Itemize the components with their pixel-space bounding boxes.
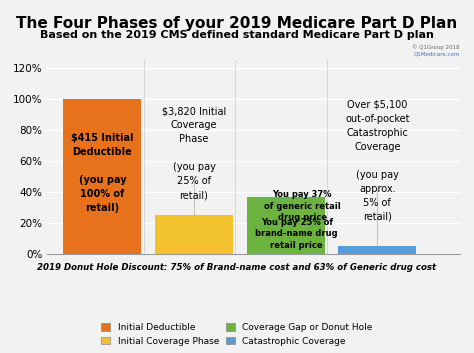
Text: $415 Initial
Deductible

(you pay
100% of
retail): $415 Initial Deductible (you pay 100% of… [71, 133, 134, 214]
Text: Q1Medicare.com: Q1Medicare.com [413, 51, 460, 56]
Text: The Four Phases of your 2019 Medicare Part D Plan: The Four Phases of your 2019 Medicare Pa… [17, 16, 457, 31]
Text: Based on the 2019 CMS defined standard Medicare Part D plan: Based on the 2019 CMS defined standard M… [40, 30, 434, 40]
Bar [246, 197, 325, 254]
Bar [338, 246, 416, 254]
Bar [155, 215, 233, 254]
Legend: Initial Deductible, Initial Coverage Phase, Coverage Gap or Donut Hole, Catastro: Initial Deductible, Initial Coverage Pha… [99, 321, 375, 348]
Text: © Q1Group 2018: © Q1Group 2018 [412, 44, 460, 50]
Text: You pay 37%
of generic retail
drug price: You pay 37% of generic retail drug price [264, 190, 340, 222]
Text: Over $5,100
out-of-pocket
Catastrophic
Coverage

(you pay
approx.
5% of
retail): Over $5,100 out-of-pocket Catastrophic C… [345, 100, 410, 222]
Bar [64, 99, 141, 254]
Text: 2019 Donut Hole Discount: 75% of Brand-name cost and 63% of Generic drug cost: 2019 Donut Hole Discount: 75% of Brand-n… [37, 263, 437, 272]
Text: You pay 25% of
brand-name drug
retail price: You pay 25% of brand-name drug retail pr… [255, 219, 338, 250]
Text: $3,820 Initial
Coverage
Phase

(you pay
25% of
retail): $3,820 Initial Coverage Phase (you pay 2… [162, 106, 226, 200]
